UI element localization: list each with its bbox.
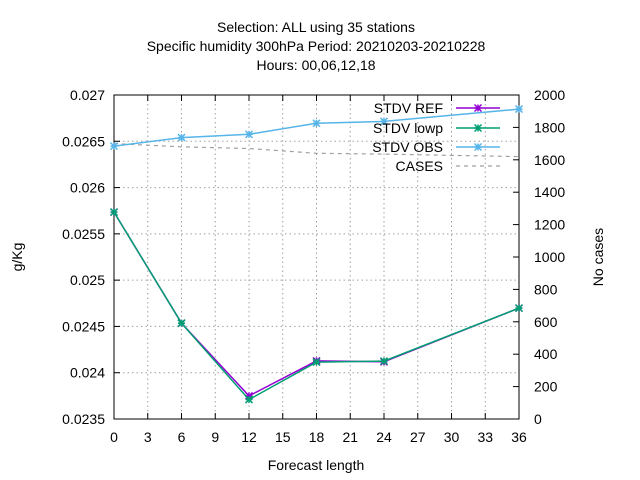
data-point-stdv-obs xyxy=(514,105,524,114)
legend-entry-cases: CASES xyxy=(396,158,500,174)
series-line-cases xyxy=(113,143,520,158)
legend-label: STDV OBS xyxy=(372,139,443,155)
x-tick-label: 15 xyxy=(275,429,291,445)
x-tick-label: 0 xyxy=(110,429,118,445)
data-point-stdv-obs xyxy=(177,133,186,142)
y-tick-label: 0.0265 xyxy=(62,133,105,149)
y-tick-label: 0.0245 xyxy=(62,318,105,334)
axes: 0 3 6 9 12 15 18 21 24 27 30 33 360.02350.0240.02450… xyxy=(62,87,565,445)
data-point-stdv-obs xyxy=(244,130,254,139)
y2-tick-label: 1000 xyxy=(534,249,565,265)
data-point-stdv-lowp xyxy=(312,358,321,367)
y2-tick-label: 800 xyxy=(534,281,558,297)
data-point-stdv-lowp xyxy=(244,395,254,404)
series-line-stdv-obs xyxy=(113,108,520,147)
x-tick-label: 36 xyxy=(511,429,527,445)
x-tick-label: 27 xyxy=(410,429,426,445)
x-tick-label: 21 xyxy=(342,429,358,445)
x-tick-label: 9 xyxy=(211,429,219,445)
data-point-stdv-obs xyxy=(379,117,389,126)
y2-tick-label: 0 xyxy=(534,411,542,427)
y2-tick-label: 2000 xyxy=(534,87,565,103)
data-point-stdv-lowp xyxy=(514,304,524,313)
legend-marker xyxy=(473,142,483,152)
x-tick-label: 18 xyxy=(309,429,325,445)
data-series xyxy=(109,105,524,404)
x-axis-label: Forecast length xyxy=(268,457,365,473)
x-tick-label: 30 xyxy=(444,429,460,445)
y2-axis-label: No cases xyxy=(590,228,606,286)
legend: STDV REF STDV lowp STDV OBS CASES xyxy=(372,100,500,174)
y2-tick-label: 600 xyxy=(534,314,558,330)
y2-tick-label: 200 xyxy=(534,379,558,395)
x-tick-label: 12 xyxy=(241,429,257,445)
y2-tick-label: 400 xyxy=(534,346,558,362)
legend-entry-stdv-lowp: STDV lowp xyxy=(373,120,500,136)
legend-label: STDV lowp xyxy=(373,120,443,136)
x-tick-label: 6 xyxy=(178,429,186,445)
chart-title-line-3: Hours: 00,06,12,18 xyxy=(256,57,375,73)
series-line-stdv-lowp xyxy=(113,211,520,401)
y-tick-label: 0.024 xyxy=(70,365,105,381)
chart-title-line-1: Selection: ALL using 35 stations xyxy=(217,19,415,35)
data-point-stdv-lowp xyxy=(177,319,186,328)
grid-lines xyxy=(114,95,519,419)
legend-label: STDV REF xyxy=(374,100,443,116)
x-tick-label: 24 xyxy=(376,429,392,445)
y-tick-label: 0.026 xyxy=(70,180,105,196)
x-tick-label: 3 xyxy=(144,429,152,445)
y2-tick-label: 1200 xyxy=(534,217,565,233)
legend-entry-stdv-ref: STDV REF xyxy=(374,100,500,116)
x-tick-label: 33 xyxy=(477,429,493,445)
y2-tick-label: 1800 xyxy=(534,119,565,135)
data-point-stdv-lowp xyxy=(379,357,389,366)
data-point-stdv-obs xyxy=(109,142,119,151)
data-point-stdv-obs xyxy=(312,119,321,128)
chart-title-line-2: Specific humidity 300hPa Period: 2021020… xyxy=(147,38,486,54)
y-axis-label: g/Kg xyxy=(9,243,25,272)
legend-marker xyxy=(473,103,483,113)
y-tick-label: 0.0235 xyxy=(62,411,105,427)
data-point-stdv-lowp xyxy=(109,208,119,217)
y2-tick-label: 1400 xyxy=(534,184,565,200)
y-tick-label: 0.025 xyxy=(70,272,105,288)
legend-marker xyxy=(473,123,483,133)
y-tick-label: 0.0255 xyxy=(62,226,105,242)
legend-entry-stdv-obs: STDV OBS xyxy=(372,139,500,155)
legend-label: CASES xyxy=(396,158,443,174)
y2-tick-label: 1600 xyxy=(534,152,565,168)
y-tick-label: 0.027 xyxy=(70,87,105,103)
